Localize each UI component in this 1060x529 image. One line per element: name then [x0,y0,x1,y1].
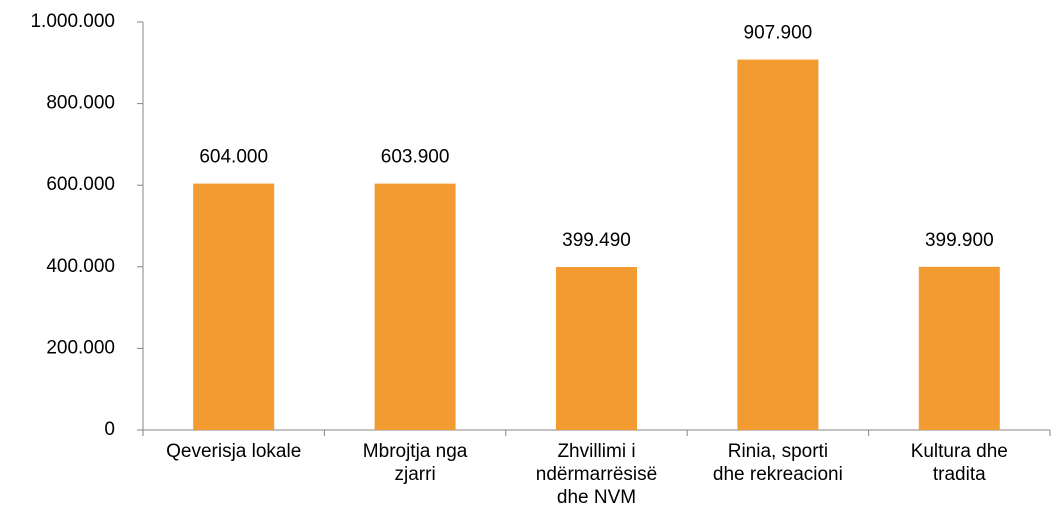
y-tick-label: 0 [104,419,115,440]
value-label: 399.490 [562,230,631,251]
bar [737,59,819,430]
y-tick-label: 1.000.000 [30,11,115,32]
bar [918,266,1000,430]
x-tick-label: Rinia, sporti dhe rekreacioni [712,441,843,485]
x-label-box: Qeverisja lokale [166,441,302,462]
y-tick-label: 400.000 [46,256,115,277]
value-label: 907.900 [744,23,813,44]
y-tick-label: 600.000 [46,174,115,195]
x-tick-label: Kultura dhe tradita [910,441,1008,485]
x-label-box: Rinia, sporti dhe rekreacioni [712,441,843,485]
x-label-box: Kultura dhe tradita [910,441,1008,485]
value-label: 604.000 [199,147,268,168]
x-label-box: Zhvillimi i ndërmarrësisë dhe NVM [535,441,658,508]
value-label: 603.900 [381,147,450,168]
x-tick-label: Zhvillimi i ndërmarrësisë dhe NVM [535,441,658,508]
x-tick-label: Qeverisja lokale [166,441,302,462]
y-tick-label: 200.000 [46,337,115,358]
bar [374,183,456,430]
x-tick-label: Mbrojtja nga zjarri [362,441,468,485]
value-label: 399.900 [925,230,994,251]
x-label-box: Mbrojtja nga zjarri [362,441,468,485]
bar [193,183,275,430]
y-tick-label: 800.000 [46,93,115,114]
bar [556,267,637,430]
